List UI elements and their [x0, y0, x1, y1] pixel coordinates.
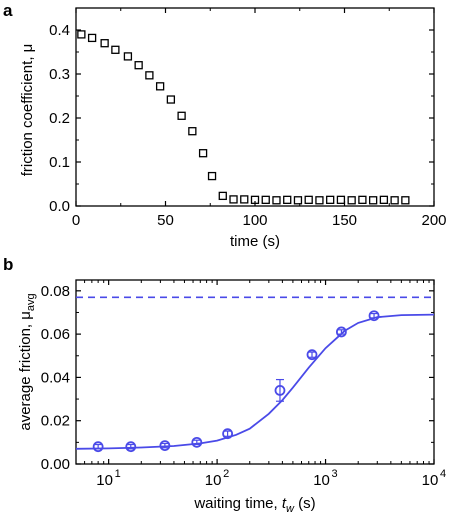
- panel-a-data-point: [379, 195, 389, 204]
- panel-b-data-point: [159, 440, 171, 452]
- panel-a-x-tick-label: 100: [242, 212, 267, 229]
- panel-a-x-tick-label: 0: [72, 212, 80, 229]
- panel-a-data-point: [401, 196, 410, 205]
- panel-b: b 10 1 10 2 10 3 10 40.000.020.040.060.08 waiti…: [3, 255, 446, 515]
- panel-a-data-point: [155, 82, 165, 91]
- panel-a-data-point: [134, 61, 143, 70]
- panel-b-x-tick-label: 10: [96, 472, 113, 489]
- panel-a-plot-frame: [75, 7, 435, 207]
- panel-a-y-tick-label: 0.4: [49, 22, 70, 39]
- panel-b-x-tick-label: 10: [205, 472, 222, 489]
- panel-b-data-point: [222, 428, 234, 440]
- panel-b-plot-frame: [75, 279, 435, 465]
- panel-a-data-point: [272, 196, 281, 205]
- panel-a-data-point: [261, 195, 270, 204]
- panel-b-data-point: [274, 384, 286, 396]
- panel-b-y-tick-label: 0.04: [41, 369, 70, 386]
- panel-b-data-point: [368, 310, 380, 322]
- panel-b-y-tick-label: 0.06: [41, 326, 70, 343]
- panel-a-y-axis-label: friction coefficient, μ: [19, 44, 36, 177]
- panel-a-data-point: [229, 195, 238, 204]
- panel-a-data-point: [358, 195, 367, 204]
- panel-b-data-point: [306, 349, 318, 361]
- panel-a-data-point: [198, 149, 208, 158]
- panel-a-data-point: [100, 39, 109, 48]
- panel-a-data-point: [293, 196, 303, 205]
- panel-a-data-point: [240, 195, 249, 204]
- panel-a-label: a: [3, 1, 13, 20]
- panel-a-data-point: [123, 52, 133, 61]
- panel-a-data-point: [315, 196, 324, 205]
- panel-a: a 0 50 100 150 200 0.0 0.1 0.2 0.3 0.4 time (s) f…: [3, 1, 447, 250]
- panel-b-fit-curve: [75, 313, 435, 450]
- panel-a-data-point: [336, 195, 346, 204]
- panel-b-y-tick-label: 0.00: [41, 456, 70, 473]
- panel-b-data-point: [125, 441, 137, 453]
- panel-b-data-point: [191, 436, 203, 448]
- panel-b-data-point: [335, 326, 347, 338]
- panel-b-label: b: [3, 255, 13, 274]
- panel-a-data-point: [77, 30, 86, 39]
- panel-b-x-tick-exponent: 4: [440, 468, 446, 480]
- panel-a-data-point: [250, 195, 260, 204]
- panel-a-data-point: [177, 111, 186, 120]
- panel-b-x-tick-label: 10: [422, 472, 439, 489]
- panel-b-x-tick-exponent: 1: [115, 468, 121, 480]
- panel-a-data-point: [111, 45, 120, 54]
- panel-a-data-point: [326, 195, 335, 204]
- panel-b-x-tick-exponent: 2: [223, 468, 229, 480]
- panel-a-data-point: [145, 71, 154, 80]
- panel-a-y-tick-label: 0.0: [49, 198, 70, 215]
- panel-a-data-point: [368, 196, 378, 205]
- panel-a-data-point: [304, 195, 313, 204]
- panel-b-x-tick-label: 10: [313, 472, 330, 489]
- panel-a-x-tick-label: 200: [421, 212, 446, 229]
- panel-b-y-tick-label: 0.08: [41, 283, 70, 300]
- panel-b-x-tick-exponent: 3: [332, 468, 338, 480]
- panel-b-data-point: [92, 441, 104, 453]
- panel-a-data-point: [188, 127, 197, 136]
- panel-a-data-point: [207, 171, 217, 181]
- panel-a-data-point: [347, 196, 356, 205]
- panel-a-data-point: [283, 195, 292, 204]
- panel-a-y-tick-label: 0.3: [49, 66, 70, 83]
- panel-a-x-tick-label: 50: [157, 212, 174, 229]
- panel-b-x-axis-label: waiting time, tw (s): [193, 495, 315, 515]
- panel-a-data-point: [166, 95, 176, 104]
- panel-a-data-point: [87, 33, 97, 43]
- panel-b-y-axis-label: average friction, μavg: [17, 293, 37, 430]
- panel-a-x-axis-label: time (s): [230, 233, 280, 250]
- panel-a-y-tick-label: 0.1: [49, 154, 70, 171]
- panel-a-data-point: [390, 196, 399, 205]
- panel-a-data-point: [218, 191, 227, 201]
- panel-b-y-tick-label: 0.02: [41, 413, 70, 430]
- panel-a-y-tick-label: 0.2: [49, 110, 70, 127]
- panel-a-x-tick-label: 150: [332, 212, 357, 229]
